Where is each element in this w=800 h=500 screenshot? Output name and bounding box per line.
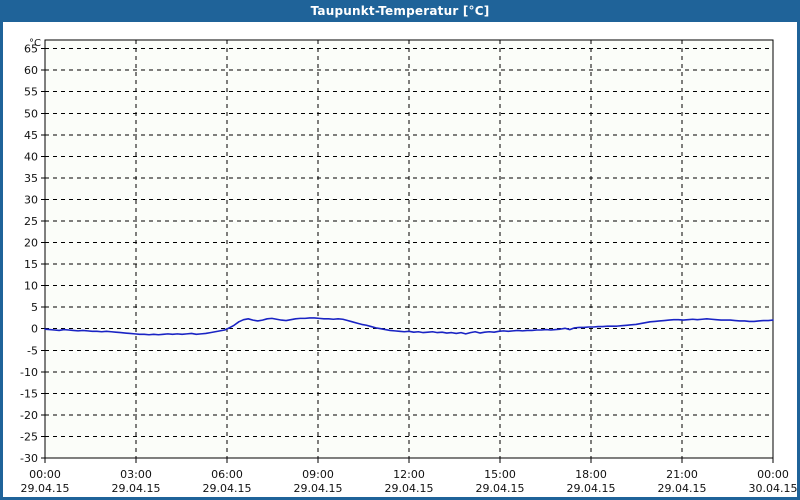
y-tick-label: 10 (24, 280, 38, 293)
y-tick-label: 65 (24, 43, 38, 56)
x-tick-date-label: 29.04.15 (658, 482, 707, 494)
y-axis-unit-label: °C (29, 38, 41, 49)
chart-canvas: 65 60 55 50 45 40 35 30 25 20 15 10 5 0 -5 -10 -15 -20 -25… (3, 22, 797, 494)
x-tick-date-label: 29.04.15 (294, 482, 343, 494)
series-dewpoint-temperature (44, 317, 774, 336)
series-line-dewpoint (44, 317, 774, 336)
y-tick-label: 35 (24, 172, 38, 185)
x-tick-time-label: 00:00 (29, 468, 61, 481)
vertical-gridlines (135, 40, 683, 458)
x-tick-date-label: 29.04.15 (476, 482, 525, 494)
window-title: Taupunkt-Temperatur [°C] (0, 0, 800, 22)
dewpoint-line-chart: 65605550454035302520151050-5-10-15-20-25… (20, 38, 797, 494)
y-tick-label: 30 (24, 193, 38, 206)
y-tick-label: 40 (24, 150, 38, 163)
y-axis-tick-labels: 65605550454035302520151050-5-10-15-20-25… (20, 43, 38, 465)
y-tick-label: -30 (20, 452, 38, 465)
y-tick-label: 45 (24, 129, 38, 142)
x-tick-time-label: 15:00 (484, 468, 516, 481)
y-tick-label: -5 (27, 344, 38, 357)
y-tick-label: 15 (24, 258, 38, 271)
x-tick-date-label: 29.04.15 (203, 482, 252, 494)
x-tick-date-label: 29.04.15 (112, 482, 161, 494)
y-tick-label: -10 (20, 366, 38, 379)
x-tick-date-label: 30.04.15 (749, 482, 797, 494)
x-tick-time-label: 18:00 (575, 468, 607, 481)
x-tick-time-label: 06:00 (211, 468, 243, 481)
y-tick-label: 5 (31, 301, 38, 314)
y-tick-label: 50 (24, 107, 38, 120)
axis-frame (41, 39, 774, 463)
y-tick-label: 25 (24, 215, 38, 228)
y-tick-label: -15 (20, 387, 38, 400)
y-tick-label: 20 (24, 237, 38, 250)
x-tick-time-label: 00:00 (757, 468, 789, 481)
y-tick-label: 55 (24, 86, 38, 99)
x-tick-date-label: 29.04.15 (567, 482, 616, 494)
x-tick-date-label: 29.04.15 (21, 482, 70, 494)
x-axis-tick-labels: 00:0029.04.1503:0029.04.1506:0029.04.150… (21, 468, 797, 494)
x-tick-time-label: 12:00 (393, 468, 425, 481)
x-tick-time-label: 09:00 (302, 468, 334, 481)
y-tick-label: -20 (20, 409, 38, 422)
y-tick-label: -25 (20, 430, 38, 443)
y-tick-label: 60 (24, 64, 38, 77)
x-tick-date-label: 29.04.15 (385, 482, 434, 494)
x-tick-time-label: 21:00 (666, 468, 698, 481)
x-tick-time-label: 03:00 (120, 468, 152, 481)
y-tick-label: 0 (31, 323, 38, 336)
